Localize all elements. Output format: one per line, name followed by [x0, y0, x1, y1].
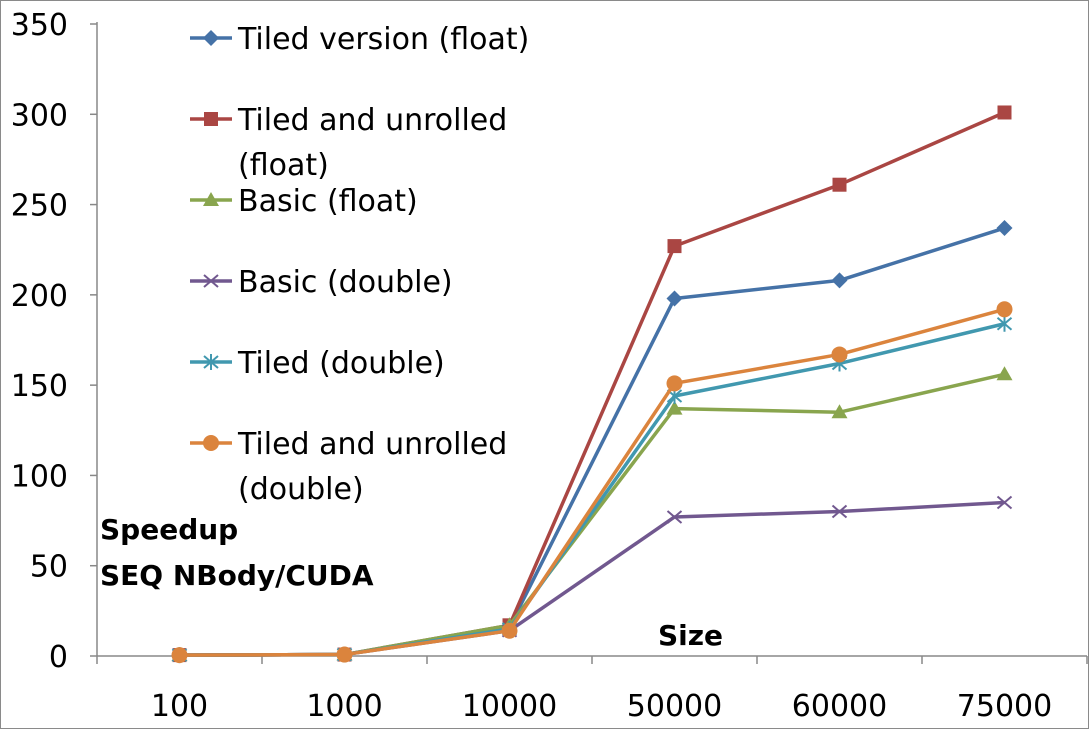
legend: Tiled version (float) Tiled and unrolled (… — [190, 22, 529, 507]
series-layer — [171, 105, 1013, 664]
x-axis-title: Size — [658, 619, 723, 652]
x-marker — [831, 504, 848, 519]
y-tick-label: 100 — [11, 459, 68, 494]
axes: 0 50 100 150 200 250 300 350 100 1000 10000 50000 60… — [11, 8, 1088, 724]
x-marker — [996, 495, 1013, 510]
x-tick-label: 1000 — [306, 689, 382, 724]
legend-label: Basic (float) — [238, 184, 418, 219]
square-marker — [832, 177, 847, 192]
y-tick-label: 300 — [11, 98, 68, 133]
y-tick-label: 0 — [49, 640, 68, 675]
triangle-marker — [666, 400, 683, 415]
y-tick-label: 150 — [11, 369, 68, 404]
x-tick-label: 100 — [151, 689, 208, 724]
legend-label: Tiled version (float) — [237, 22, 529, 57]
triangle-marker — [203, 192, 219, 206]
legend-entry: Basic (double) — [190, 265, 453, 300]
circle-marker — [666, 375, 683, 392]
star-marker — [996, 315, 1013, 332]
circle-marker — [996, 301, 1013, 318]
y-axis-title: Speedup — [100, 513, 238, 546]
x-marker-stroke — [666, 510, 683, 524]
y-tick-label: 50 — [30, 550, 68, 585]
x-marker — [203, 274, 219, 288]
triangle-marker — [996, 366, 1013, 381]
star-marker — [203, 354, 219, 370]
diamond-marker — [203, 30, 219, 46]
y-tick-label: 350 — [11, 8, 68, 43]
y-tick-label: 250 — [11, 189, 68, 224]
square-marker — [667, 239, 682, 254]
x-marker-stroke — [996, 495, 1013, 510]
legend-entry: Tiled and unrolled (double) — [190, 427, 507, 507]
y-axis-title: SEQ NBody/CUDA — [100, 559, 374, 592]
legend-entry: Basic (float) — [190, 184, 418, 219]
square-marker — [204, 112, 218, 126]
circle-marker — [203, 435, 219, 451]
diamond-marker — [996, 220, 1013, 237]
series-line — [179, 307, 1005, 657]
legend-entry: Tiled version (float) — [190, 22, 529, 57]
diamond-marker — [831, 272, 848, 289]
x-tick-label: 10000 — [462, 689, 557, 724]
legend-label: Basic (double) — [238, 265, 453, 300]
circle-marker — [171, 647, 188, 664]
x-tick-label: 75000 — [957, 689, 1052, 724]
x-marker-stroke — [203, 274, 219, 288]
y-tick-label: 200 — [11, 279, 68, 314]
x-marker — [666, 510, 683, 524]
legend-label: Tiled and unrolled — [237, 427, 507, 462]
triangle-marker — [831, 404, 848, 419]
circle-marker — [831, 346, 848, 363]
legend-label: Tiled (double) — [237, 346, 445, 381]
x-tick-label: 50000 — [627, 689, 722, 724]
x-marker-stroke — [831, 504, 848, 519]
diamond-marker — [666, 290, 683, 307]
legend-label: (double) — [238, 472, 364, 507]
legend-label: (float) — [238, 148, 329, 183]
circle-marker — [501, 622, 518, 639]
legend-entry: Tiled and unrolled (float) — [190, 103, 507, 183]
circle-marker — [336, 646, 353, 663]
series-5 — [171, 301, 1013, 664]
x-tick-label: 60000 — [792, 689, 887, 724]
legend-label: Tiled and unrolled — [237, 103, 507, 138]
legend-entry: Tiled (double) — [190, 346, 445, 381]
square-marker — [997, 105, 1012, 120]
axis-titles: Speedup SEQ NBody/CUDA Size — [100, 513, 723, 652]
